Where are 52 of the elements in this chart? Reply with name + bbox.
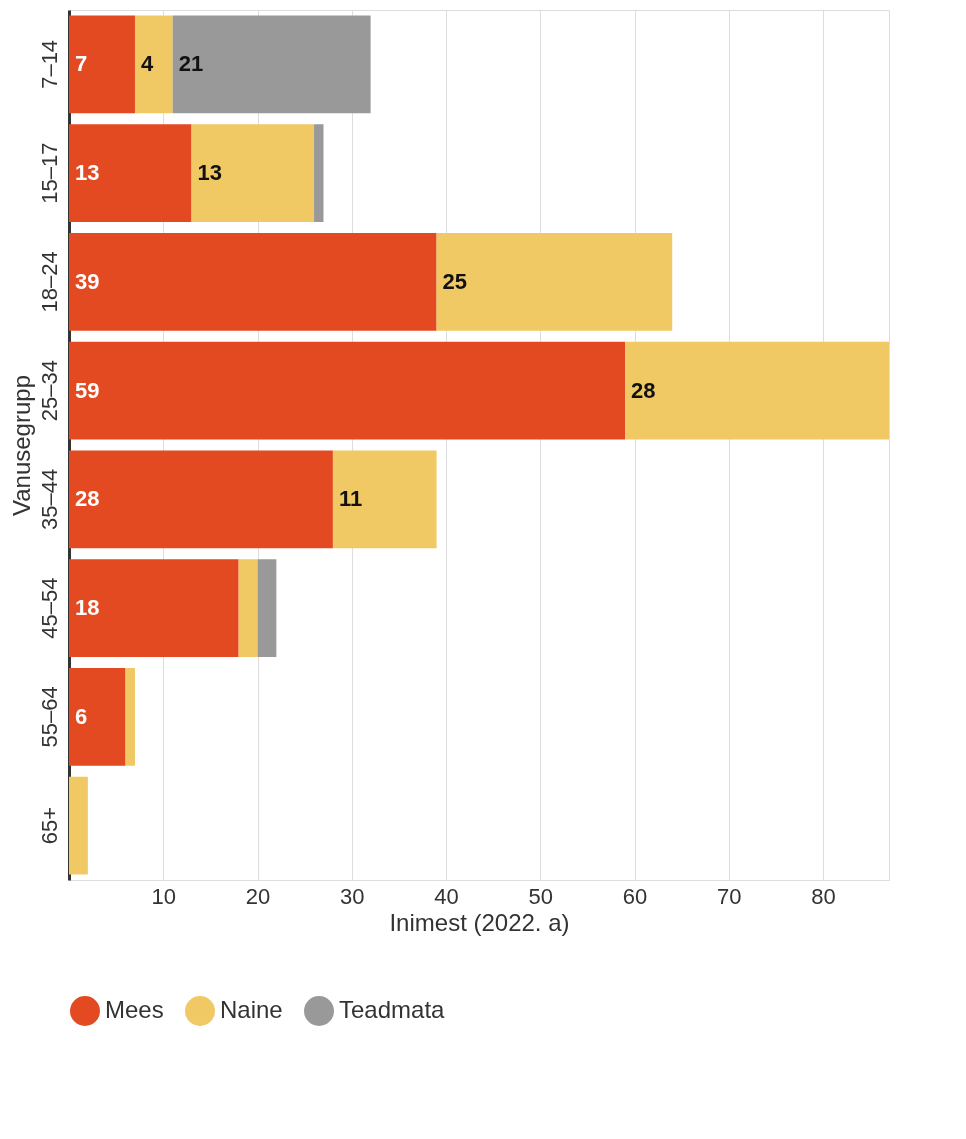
legend-label: Mees [105, 996, 164, 1023]
bar [69, 776, 88, 875]
x-tick-label: 60 [622, 883, 648, 909]
bar [69, 232, 437, 331]
y-axis-title: Vanusegrupp [7, 375, 35, 516]
y-tick-label: 55–64 [36, 686, 62, 748]
x-tick-label: 70 [717, 883, 742, 909]
bar [625, 341, 889, 440]
bar [69, 15, 135, 114]
x-tick-label: 20 [245, 883, 271, 909]
data-label: 21 [178, 51, 204, 77]
y-tick-label: 25–34 [36, 360, 62, 422]
bar [69, 341, 626, 440]
bar [69, 450, 333, 549]
data-label: 18 [75, 595, 100, 621]
data-label: 25 [442, 268, 468, 294]
bar [69, 124, 192, 223]
y-tick-label: 45–54 [36, 577, 62, 639]
bar [257, 559, 277, 658]
bar [238, 559, 258, 658]
y-tick-label: 35–44 [36, 468, 62, 530]
x-axis-title: Inimest (2022. a) [389, 908, 570, 936]
data-label: 6 [75, 703, 88, 729]
bar [314, 124, 324, 223]
bar [436, 232, 673, 331]
y-tick-label: 7–14 [36, 39, 62, 89]
data-label: 39 [75, 268, 100, 294]
data-label: 13 [197, 160, 223, 186]
data-label: 11 [338, 486, 363, 512]
bar [125, 667, 135, 766]
data-label: 13 [75, 160, 100, 186]
bar [134, 15, 173, 114]
data-label: 28 [75, 486, 100, 512]
bar [172, 15, 371, 114]
data-label: 4 [140, 51, 154, 77]
bar [69, 667, 126, 766]
data-label: 28 [631, 377, 656, 403]
x-tick-label: 40 [434, 883, 459, 909]
x-tick-label: 10 [151, 883, 176, 909]
legend-label: Teadmata [339, 996, 446, 1023]
bar [191, 124, 315, 223]
y-tick-label: 18–24 [36, 251, 62, 313]
x-tick-label: 30 [340, 883, 365, 909]
x-tick-label: 50 [528, 883, 554, 909]
y-tick-label: 65+ [36, 806, 62, 845]
legend-label: Naine [220, 996, 283, 1023]
y-tick-label: 15–17 [36, 142, 62, 204]
bar [69, 559, 239, 658]
data-label: 59 [75, 377, 100, 403]
bar [332, 450, 437, 549]
x-tick-label: 80 [811, 883, 836, 909]
data-label: 7 [75, 51, 88, 77]
